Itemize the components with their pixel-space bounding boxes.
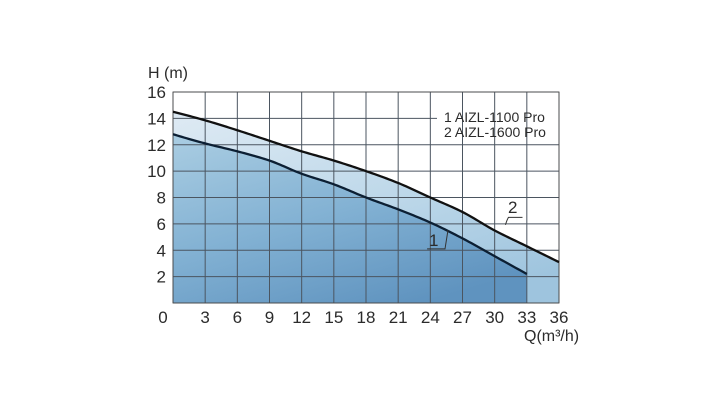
svg-text:18: 18 xyxy=(357,308,376,327)
svg-text:36: 36 xyxy=(550,308,569,327)
svg-text:Q(m³/h): Q(m³/h) xyxy=(524,328,579,345)
svg-text:24: 24 xyxy=(421,308,440,327)
svg-text:30: 30 xyxy=(485,308,504,327)
svg-text:0: 0 xyxy=(158,308,167,327)
svg-text:6: 6 xyxy=(233,308,242,327)
svg-text:12: 12 xyxy=(292,308,311,327)
svg-text:33: 33 xyxy=(517,308,536,327)
svg-text:14: 14 xyxy=(147,110,166,129)
svg-text:2: 2 xyxy=(508,198,517,217)
svg-text:2 AIZL-1600 Pro: 2 AIZL-1600 Pro xyxy=(444,124,546,140)
svg-text:1: 1 xyxy=(429,231,438,250)
svg-text:H (m): H (m) xyxy=(148,65,188,82)
svg-text:10: 10 xyxy=(147,162,166,181)
svg-text:3: 3 xyxy=(200,308,209,327)
svg-text:27: 27 xyxy=(453,308,472,327)
svg-text:15: 15 xyxy=(324,308,343,327)
svg-text:4: 4 xyxy=(157,241,166,260)
svg-text:6: 6 xyxy=(157,215,166,234)
svg-text:1 AIZL-1100 Pro: 1 AIZL-1100 Pro xyxy=(444,109,545,125)
svg-text:2: 2 xyxy=(157,268,166,287)
svg-text:12: 12 xyxy=(147,136,166,155)
svg-text:21: 21 xyxy=(389,308,408,327)
svg-text:16: 16 xyxy=(147,83,166,102)
svg-text:8: 8 xyxy=(157,189,166,208)
svg-text:9: 9 xyxy=(265,308,274,327)
